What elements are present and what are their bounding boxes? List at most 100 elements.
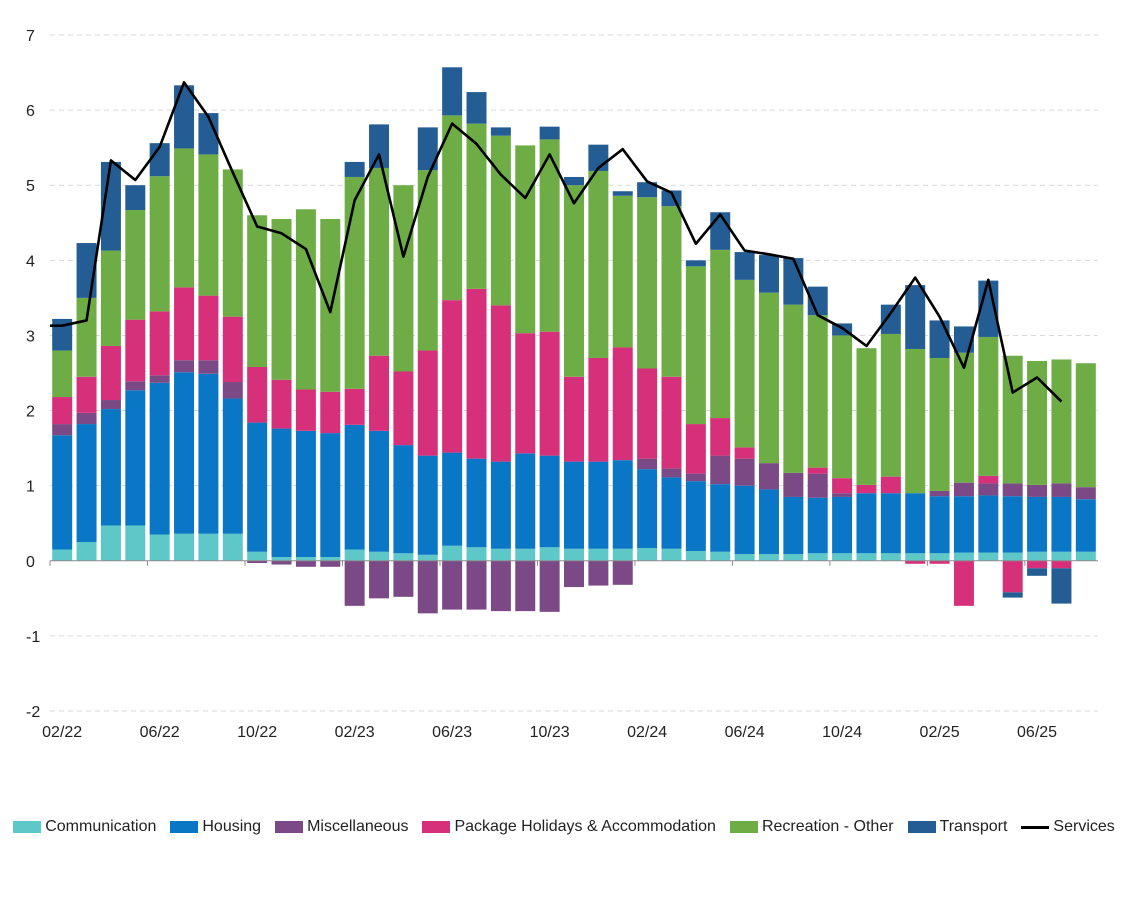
x-tick-label: 06/25 (1017, 724, 1057, 741)
bar-segment-housing (734, 485, 755, 555)
bar-segment-housing (856, 493, 877, 554)
bar-segment-housing (661, 477, 682, 549)
bar-segment-miscellaneous (637, 458, 658, 470)
legend-label-miscellaneous: Miscellaneous (307, 818, 409, 835)
bar-segment-transport (905, 285, 926, 349)
bar-segment-package-holidays-accommodation (490, 305, 511, 462)
y-tick-label: -1 (26, 629, 40, 646)
bar-segment-miscellaneous (1075, 487, 1096, 500)
legend-item-communication: Communication (13, 818, 156, 836)
bar-segment-housing (807, 497, 828, 554)
bar-segment-miscellaneous (1051, 483, 1072, 497)
legend-item-miscellaneous: Miscellaneous (275, 818, 408, 836)
bar-segment-housing (710, 484, 731, 552)
bar-segment-miscellaneous (198, 360, 219, 374)
bar-segment-miscellaneous (564, 560, 584, 588)
bar-segment-transport (929, 320, 950, 358)
bar-segment-recreation-other (783, 304, 804, 473)
bar-segment-miscellaneous (271, 560, 292, 565)
bar-segment-recreation-other (417, 170, 438, 351)
bar-segment-communication (588, 548, 609, 561)
bar-segment-miscellaneous (490, 560, 511, 612)
bar-segment-recreation-other (198, 154, 219, 296)
bar-segment-housing (880, 493, 901, 554)
bar-segment-recreation-other (247, 215, 268, 367)
bar-segment-housing (978, 495, 999, 553)
bar-segment-communication (393, 553, 414, 561)
bar-segment-package-holidays-accommodation (734, 447, 755, 459)
legend-label-housing: Housing (202, 818, 262, 835)
bar-segment-miscellaneous (393, 560, 414, 597)
x-tick-label: 02/23 (335, 724, 375, 741)
bar-segment-package-holidays-accommodation (880, 476, 901, 494)
bar-segment-transport (734, 252, 755, 280)
bar-segment-transport (174, 85, 195, 149)
bar-segment-recreation-other (1075, 363, 1096, 488)
bar-segment-housing (685, 481, 706, 552)
bar-segment-package-holidays-accommodation (1002, 560, 1023, 593)
bar-segment-recreation-other (442, 115, 463, 301)
bar-segment-miscellaneous (52, 424, 73, 436)
bar-segment-recreation-other (271, 219, 292, 380)
bar-segment-housing (539, 455, 560, 548)
bar-segment-communication (539, 547, 560, 561)
bar-segment-housing (174, 372, 195, 534)
bar-segment-housing (344, 424, 365, 550)
bar-segment-recreation-other (661, 206, 682, 377)
bar-segment-package-holidays-accommodation (76, 376, 97, 413)
x-tick-label: 06/24 (725, 724, 765, 741)
bar-segment-transport (1051, 568, 1072, 604)
bar-segment-recreation-other (637, 197, 658, 369)
bar-segment-package-holidays-accommodation (905, 560, 926, 564)
bar-segment-communication (100, 525, 121, 561)
bar-segment-recreation-other (369, 167, 390, 356)
y-tick-label: 2 (26, 404, 35, 421)
bar-segment-communication (1075, 551, 1096, 561)
bar-segment-miscellaneous (661, 468, 682, 478)
bar-segment-package-holidays-accommodation (1027, 560, 1048, 569)
bar-segment-transport (685, 260, 706, 267)
y-tick-label: 5 (26, 178, 35, 195)
bar-segment-housing (320, 433, 341, 558)
bar-segment-housing (76, 424, 97, 542)
x-tick-label: 02/24 (627, 724, 667, 741)
bar-segment-package-holidays-accommodation (100, 345, 121, 401)
bar-segment-recreation-other (832, 335, 853, 479)
bar-segment-communication (417, 554, 438, 561)
bar-segment-recreation-other (953, 352, 974, 483)
x-tick-label: 10/23 (530, 724, 570, 741)
bar-segment-recreation-other (880, 333, 901, 477)
bar-segment-recreation-other (539, 139, 560, 332)
bar-segment-miscellaneous (953, 482, 974, 497)
bar-segment-package-holidays-accommodation (198, 295, 219, 361)
bar-segment-recreation-other (564, 185, 584, 377)
bar-segment-package-holidays-accommodation (52, 397, 73, 425)
bar-segment-transport (344, 161, 365, 177)
bar-segment-package-holidays-accommodation (295, 389, 316, 431)
x-tick-label: 06/22 (140, 724, 180, 741)
bar-segment-package-holidays-accommodation (612, 347, 633, 461)
bar-segment-recreation-other (1027, 360, 1048, 485)
bar-segment-communication (490, 548, 511, 561)
bar-segment-housing (125, 390, 146, 526)
legend-swatch-recreation-other (729, 821, 758, 833)
bar-segment-communication (320, 557, 341, 561)
bar-segment-housing (1051, 496, 1072, 552)
bar-segment-package-holidays-accommodation (832, 478, 853, 494)
bar-segment-package-holidays-accommodation (978, 475, 999, 484)
bar-segment-recreation-other (344, 176, 365, 389)
legend-label-recreation-other: Recreation - Other (761, 818, 894, 835)
bar-segment-miscellaneous (832, 493, 853, 497)
legend-item-services: Services (1021, 818, 1115, 836)
bar-segment-miscellaneous (515, 560, 536, 612)
bar-segment-communication (685, 551, 706, 561)
bar-segment-package-holidays-accommodation (369, 355, 390, 431)
bar-segment-package-holidays-accommodation (637, 368, 658, 459)
bar-segment-package-holidays-accommodation (417, 350, 438, 456)
bar-segment-miscellaneous (710, 455, 731, 485)
y-tick-label: 4 (26, 253, 35, 270)
bar-segment-transport (612, 191, 633, 196)
bar-segment-housing (222, 398, 243, 534)
legend-item-transport: Transport (907, 818, 1007, 836)
bar-segment-package-holidays-accommodation (1051, 560, 1072, 569)
